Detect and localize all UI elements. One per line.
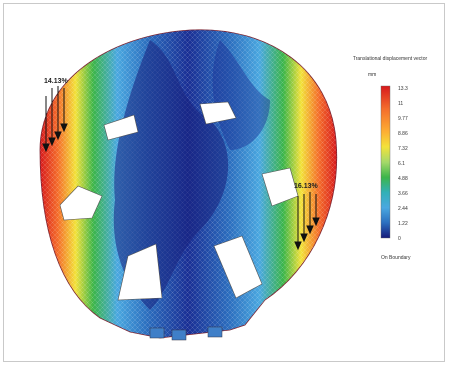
legend-tick: 9.77 <box>398 116 408 122</box>
right-annotation: 16.13% <box>294 183 318 190</box>
legend-tick: 0 <box>398 236 401 242</box>
legend-tick: 6.1 <box>398 161 405 167</box>
legend-tick: 11 <box>398 101 404 107</box>
legend-color-bar <box>380 85 391 239</box>
legend-title: Translational displacement vector <box>352 56 428 62</box>
load-arrows-icon <box>42 86 68 153</box>
legend-tick: 7.32 <box>398 146 408 152</box>
legend-tick: 2.44 <box>398 206 408 212</box>
left-annotation: 14.13% <box>44 78 68 85</box>
legend-unit: mm <box>368 72 377 78</box>
legend-footer: On Boundary <box>381 255 411 261</box>
legend-tick: 4.88 <box>398 176 408 182</box>
load-arrows-icon <box>294 192 320 251</box>
legend-tick: 8.86 <box>398 131 408 137</box>
wheel-model <box>39 29 338 341</box>
legend-tick: 3.66 <box>398 191 408 197</box>
legend-tick: 13.3 <box>398 86 408 92</box>
legend-tick: 1.22 <box>398 221 408 227</box>
